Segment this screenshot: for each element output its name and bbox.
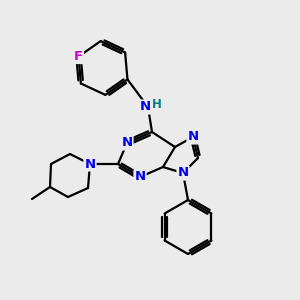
Text: F: F bbox=[74, 50, 83, 63]
Text: N: N bbox=[122, 136, 133, 149]
Text: N: N bbox=[188, 130, 199, 143]
Text: N: N bbox=[177, 167, 189, 179]
Text: H: H bbox=[152, 98, 162, 112]
Text: N: N bbox=[84, 158, 96, 170]
Text: N: N bbox=[134, 170, 146, 184]
Text: N: N bbox=[140, 100, 151, 113]
